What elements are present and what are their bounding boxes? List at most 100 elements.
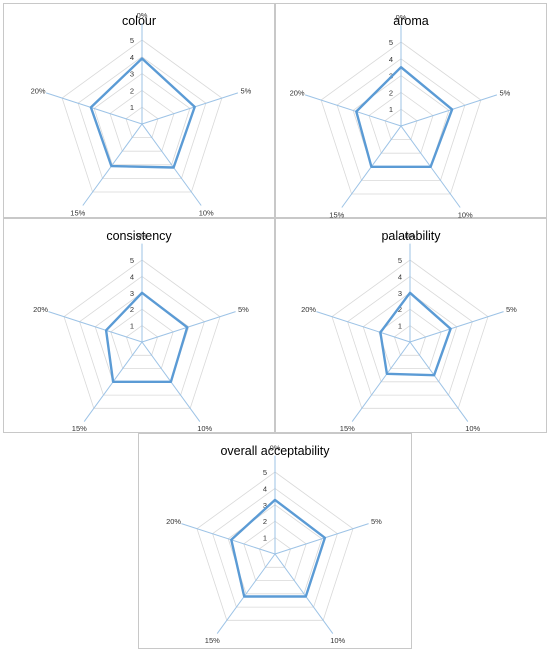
- tick-label: 3: [130, 289, 134, 298]
- tick-label: 3: [130, 70, 134, 79]
- grid-ring: [362, 292, 458, 383]
- category-label: 20%: [31, 86, 46, 95]
- radar-chart-colour: 1 2 3 4 5 0% 5% 10% 15% 20%: [31, 11, 252, 218]
- chart-title: overall acceptability: [220, 444, 330, 458]
- category-label: 20%: [166, 517, 181, 526]
- grid-ring: [196, 471, 354, 621]
- grid-ring: [77, 56, 207, 179]
- tick-label: 5: [389, 38, 393, 47]
- grid-ring: [331, 259, 489, 409]
- grid-ring: [61, 39, 223, 193]
- tick-label: 4: [130, 272, 134, 281]
- tick-label: 2: [130, 305, 134, 314]
- tick-label: 3: [398, 289, 402, 298]
- axis-spoke: [45, 92, 143, 125]
- grid-ring: [384, 108, 418, 141]
- tick-label: 4: [130, 53, 134, 62]
- grid-ring: [258, 537, 292, 568]
- category-label: 15%: [205, 636, 220, 645]
- axis-spoke: [82, 123, 143, 206]
- category-label: 15%: [340, 424, 355, 433]
- grid-ring: [93, 73, 191, 166]
- axis-spoke: [316, 311, 411, 343]
- category-label: 10%: [330, 636, 345, 645]
- tick-label: 1: [130, 322, 134, 331]
- category-label: 15%: [70, 208, 85, 217]
- grid-ring: [125, 325, 159, 356]
- axis-spoke: [409, 311, 504, 343]
- chart-title: colour: [121, 14, 157, 28]
- axis-spoke: [274, 553, 334, 634]
- category-label: 0%: [396, 13, 407, 22]
- grid-ring: [393, 325, 427, 356]
- axis-spoke: [216, 553, 276, 634]
- category-label: 5%: [371, 517, 382, 526]
- chart-title: palatability: [381, 229, 441, 243]
- chart-title: consistency: [106, 229, 172, 243]
- series-line: [89, 57, 196, 169]
- category-label: 20%: [301, 305, 316, 314]
- grid-ring: [368, 91, 434, 154]
- category-label: 20%: [33, 305, 48, 314]
- category-label: 5%: [240, 86, 251, 95]
- tick-label: 5: [398, 256, 402, 265]
- axis-spoke: [400, 94, 498, 127]
- category-label: 10%: [197, 424, 212, 433]
- tick-label: 2: [398, 305, 402, 314]
- category-label: 10%: [465, 424, 480, 433]
- radar-chart-overall-acceptability: 1 2 3 4 5 0% 5% 10% 15% 20%: [166, 443, 382, 645]
- grid-ring: [336, 58, 466, 181]
- category-label: 15%: [329, 210, 344, 219]
- category-label: 0%: [137, 11, 148, 20]
- grid-ring: [110, 308, 174, 369]
- grid-ring: [109, 89, 175, 152]
- category-label: 20%: [290, 88, 305, 97]
- category-label: 5%: [506, 305, 517, 314]
- grid-ring: [347, 275, 473, 396]
- panel-consistency: consistency 1 2 3 4 5 0% 5% 10% 15% 20%: [3, 218, 275, 433]
- radar-chart-consistency: 1 2 3 4 5 0% 5% 10% 15% 20%: [33, 231, 249, 433]
- axis-spoke: [409, 341, 469, 422]
- tick-label: 2: [263, 517, 267, 526]
- tick-label: 4: [389, 55, 393, 64]
- grid-ring: [63, 259, 221, 409]
- tick-label: 3: [263, 501, 267, 510]
- tick-label: 4: [263, 484, 267, 493]
- tick-label: 5: [130, 256, 134, 265]
- category-label: 5%: [238, 305, 249, 314]
- axis-spoke: [141, 311, 236, 343]
- tick-label: 2: [389, 88, 393, 97]
- grid-ring: [212, 487, 338, 608]
- category-label: 0%: [137, 231, 148, 240]
- axis-spoke: [351, 341, 411, 422]
- axis-spoke: [48, 311, 143, 343]
- tick-label: 5: [263, 468, 267, 477]
- tick-label: 4: [398, 272, 402, 281]
- series-line: [230, 498, 327, 598]
- axis-spoke: [181, 523, 276, 555]
- axis-spoke: [274, 523, 369, 555]
- category-label: 10%: [199, 208, 214, 217]
- category-label: 15%: [72, 424, 87, 433]
- panel-palatability: palatability 1 2 3 4 5 0% 5% 10% 15% 20%: [275, 218, 547, 433]
- tick-label: 1: [263, 534, 267, 543]
- axis-spoke: [141, 123, 202, 206]
- grid-ring: [79, 275, 205, 396]
- radar-chart-palatability: 1 2 3 4 5 0% 5% 10% 15% 20%: [301, 231, 517, 433]
- panel-colour: colour 1 2 3 4 5 0% 5% 10% 15% 20%: [3, 3, 275, 218]
- category-label: 0%: [405, 231, 416, 240]
- category-label: 0%: [270, 443, 281, 452]
- tick-label: 5: [130, 36, 134, 45]
- axis-spoke: [304, 94, 402, 127]
- category-label: 10%: [458, 210, 473, 219]
- series-line: [104, 291, 189, 384]
- grid-ring: [227, 504, 323, 595]
- panel-overall-acceptability: overall acceptability 1 2 3 4 5 0% 5% 10% 15% 20%: [138, 433, 412, 649]
- tick-label: 2: [130, 86, 134, 95]
- grid-ring: [243, 520, 307, 581]
- grid-ring: [125, 106, 159, 139]
- tick-label: 1: [398, 322, 402, 331]
- axis-spoke: [141, 92, 239, 125]
- series-line: [379, 291, 452, 377]
